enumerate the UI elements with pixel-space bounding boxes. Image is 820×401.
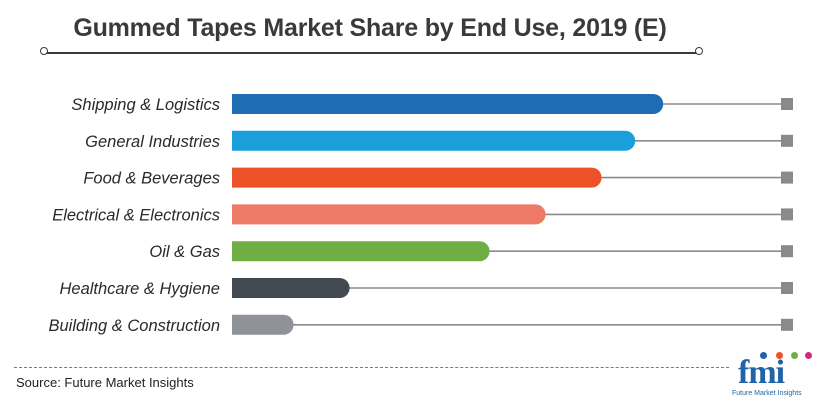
category-label: Healthcare & Hygiene [59,280,220,298]
bar-track-end-marker [781,245,793,258]
category-label: Building & Construction [48,317,220,335]
bar-track-end-marker [781,282,793,294]
source-note: Source: Future Market Insights [16,375,194,390]
title-underline-left-dot [40,47,48,55]
title-underline-right-dot [695,47,703,55]
bar [232,241,490,262]
bar [232,94,664,114]
bar-track-end-marker [781,171,793,184]
bar [232,204,546,225]
bar-track-end-marker [781,134,793,147]
bar [232,167,602,188]
logo-wordmark: fmi [738,354,785,391]
bar [232,278,350,298]
title-underline [44,52,699,54]
category-label: Electrical & Electronics [52,206,220,224]
bar [232,314,294,335]
bar [232,130,636,151]
logo-subtitle: Future Market Insights [732,390,802,397]
fmi-logo: fmi Future Market Insights [728,352,816,398]
bar-track-end-marker [781,98,793,110]
footer-divider [14,367,729,368]
category-label: Shipping & Logistics [71,96,220,114]
category-label: Food & Beverages [83,170,220,188]
category-label: General Industries [85,133,220,151]
category-label: Oil & Gas [149,243,220,261]
bar-track-end-marker [781,208,793,221]
bar-track-end-marker [781,318,793,331]
chart-title: Gummed Tapes Market Share by End Use, 20… [73,14,667,42]
